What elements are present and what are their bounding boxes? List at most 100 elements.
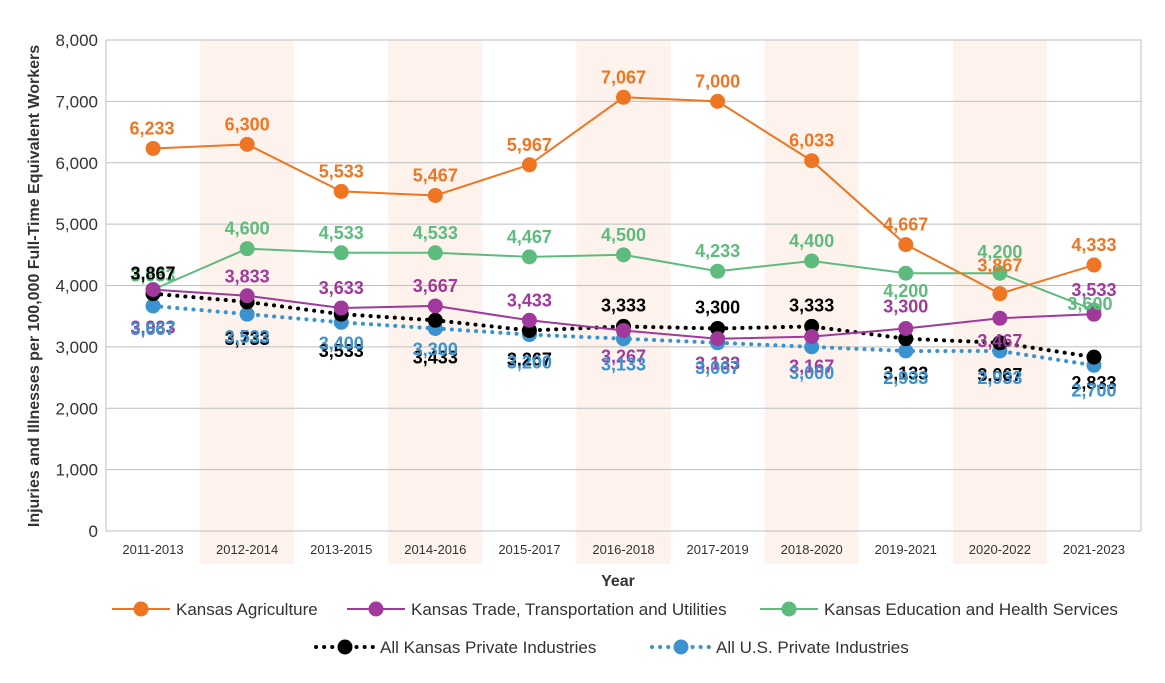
data-label: 3,467 xyxy=(977,331,1022,351)
data-label: 4,400 xyxy=(789,231,834,251)
data-point xyxy=(145,140,161,156)
data-label: 3,333 xyxy=(601,295,646,315)
data-point xyxy=(898,265,914,281)
data-label: 3,133 xyxy=(601,355,646,375)
x-tick-label: 2013-2015 xyxy=(310,542,372,557)
y-axis-title: Injuries and Illnesses per 100,000 Full-… xyxy=(26,45,43,527)
data-point xyxy=(427,245,443,261)
data-label: 3,933 xyxy=(131,266,176,286)
x-tick-label: 2016-2018 xyxy=(592,542,654,557)
data-label: 3,533 xyxy=(1071,280,1116,300)
data-point xyxy=(804,153,820,169)
data-label: 3,933 xyxy=(131,318,176,338)
data-label: 3,300 xyxy=(413,339,458,359)
data-label: 5,533 xyxy=(319,161,364,181)
data-label: 3,133 xyxy=(883,364,928,384)
legend-marker-0 xyxy=(133,601,149,617)
data-point xyxy=(521,157,537,173)
series-line-3 xyxy=(151,291,1096,360)
legend-marker-1 xyxy=(368,601,384,617)
data-label: 3,400 xyxy=(319,333,364,353)
y-tick-label: 2,000 xyxy=(55,399,98,418)
data-point xyxy=(239,136,255,152)
data-point xyxy=(145,298,161,314)
legend-label: All Kansas Private Industries xyxy=(380,638,596,657)
data-point xyxy=(427,312,443,328)
data-point xyxy=(804,253,820,269)
data-point xyxy=(992,335,1008,351)
data-label: 4,533 xyxy=(319,223,364,243)
x-tick-label: 2019-2021 xyxy=(875,542,937,557)
data-label: 3,267 xyxy=(601,346,646,366)
legend-marker-2 xyxy=(781,601,797,617)
data-point xyxy=(710,320,726,336)
data-label: 3,067 xyxy=(977,365,1022,385)
x-tick-label: 2021-2023 xyxy=(1063,542,1125,557)
x-tick-label: 2020-2022 xyxy=(969,542,1031,557)
data-label: 3,267 xyxy=(507,349,552,369)
data-point xyxy=(898,237,914,253)
data-label: 4,233 xyxy=(695,241,740,261)
data-point xyxy=(616,322,631,338)
x-axis-ticks: 2011-2013 2012-2014 2013-2015 2014-2016 2015… xyxy=(122,542,1125,557)
data-point xyxy=(333,245,349,261)
data-label: 4,600 xyxy=(225,219,270,239)
data-label: 4,667 xyxy=(883,215,928,235)
band-2020-2022 xyxy=(952,40,1047,564)
data-label: 6,233 xyxy=(130,118,175,138)
data-label: 7,067 xyxy=(601,67,646,87)
data-label: 3,300 xyxy=(883,296,928,316)
data-label: 3,733 xyxy=(225,329,270,349)
data-point xyxy=(239,241,255,257)
data-label: 3,067 xyxy=(695,358,740,378)
data-point xyxy=(427,298,443,314)
x-tick-label: 2012-2014 xyxy=(216,542,278,557)
data-point xyxy=(1086,349,1102,365)
legend-label: All U.S. Private Industries xyxy=(716,638,909,657)
data-point xyxy=(710,93,726,109)
data-label: 4,500 xyxy=(601,225,646,245)
legend-marker-4 xyxy=(673,639,689,655)
data-label: 4,200 xyxy=(883,281,928,301)
data-label: 5,967 xyxy=(507,135,552,155)
data-label: 5,467 xyxy=(413,165,458,185)
y-tick-label: 1,000 xyxy=(55,461,98,480)
band-2018-2020 xyxy=(764,40,859,564)
data-point xyxy=(616,247,631,263)
data-point xyxy=(898,320,914,336)
legend-label: Kansas Agriculture xyxy=(176,600,318,619)
data-point xyxy=(898,343,914,359)
data-point xyxy=(333,300,349,316)
y-tick-label: 7,000 xyxy=(55,92,98,111)
data-point xyxy=(992,265,1008,281)
data-label: 3,433 xyxy=(507,290,552,310)
y-tick-label: 8,000 xyxy=(55,31,98,50)
data-label: 3,533 xyxy=(319,341,364,361)
data-label: 7,000 xyxy=(695,71,740,91)
data-point xyxy=(427,187,443,203)
data-point xyxy=(239,288,255,304)
series-markers xyxy=(145,89,1102,373)
y-axis-ticks: 0 1,000 2,000 3,000 4,000 5,000 6,000 7,000 8,00… xyxy=(55,31,98,541)
x-axis-title: Year xyxy=(601,573,635,590)
x-tick-label: 2015-2017 xyxy=(498,542,560,557)
data-label: 3,533 xyxy=(225,327,270,347)
legend-label: Kansas Trade, Transportation and Utiliti… xyxy=(411,600,727,619)
x-tick-label: 2018-2020 xyxy=(781,542,843,557)
data-label: 3,167 xyxy=(789,357,834,377)
data-label: 3,433 xyxy=(413,347,458,367)
data-point xyxy=(710,263,726,279)
y-tick-label: 4,000 xyxy=(55,277,98,296)
data-point xyxy=(521,312,537,328)
data-label: 3,667 xyxy=(413,276,458,296)
y-tick-label: 0 xyxy=(89,522,98,541)
data-label: 6,033 xyxy=(789,131,834,151)
data-point xyxy=(333,183,349,199)
legend-label: Kansas Education and Health Services xyxy=(824,600,1118,619)
data-label: 4,333 xyxy=(1071,235,1116,255)
data-point xyxy=(616,89,631,105)
data-label: 2,833 xyxy=(1071,373,1116,393)
data-label: 2,933 xyxy=(883,368,928,388)
